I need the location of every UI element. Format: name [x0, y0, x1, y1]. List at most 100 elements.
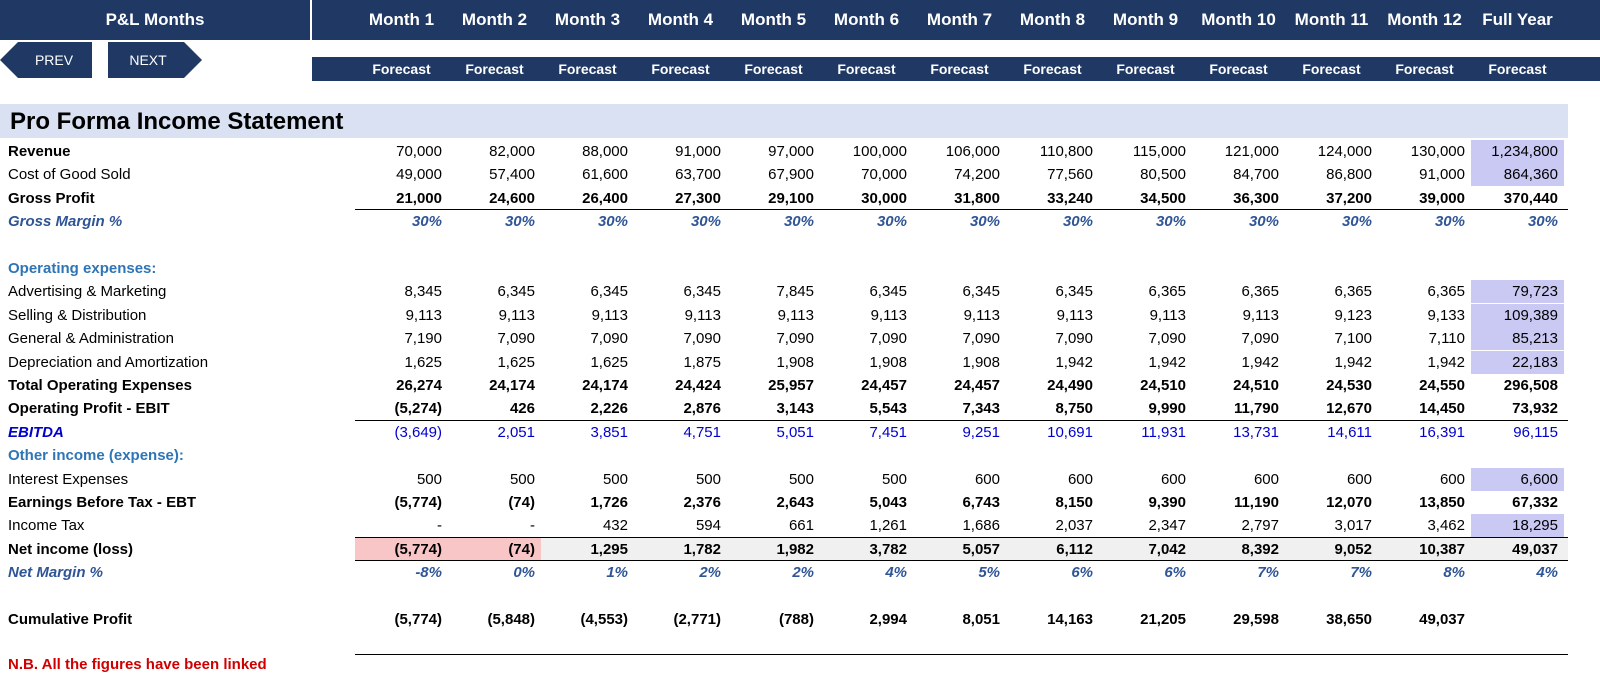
cell[interactable]: 1,686 [962, 517, 1000, 535]
cell[interactable]: 1,295 [590, 540, 628, 558]
cell[interactable]: 600 [974, 470, 1000, 488]
cell[interactable]: 500 [695, 470, 721, 488]
cell[interactable]: (5,774) [355, 537, 448, 561]
cell[interactable]: 49,037 [1419, 611, 1465, 628]
cell[interactable]: 30% [504, 213, 535, 231]
cell[interactable]: 600 [1160, 470, 1186, 488]
cell[interactable]: 1,942 [1148, 353, 1186, 371]
cell[interactable]: 3,143 [776, 400, 814, 418]
cell[interactable]: 6,743 [962, 494, 1000, 511]
cell[interactable]: 5,051 [776, 423, 814, 441]
cell[interactable]: 30% [876, 213, 907, 231]
cell[interactable]: 16,391 [1419, 423, 1465, 441]
cell[interactable]: 9,133 [1427, 306, 1465, 324]
cell[interactable]: 30% [1527, 213, 1558, 231]
prev-button[interactable]: PREV [0, 42, 92, 78]
cell[interactable]: 6,345 [590, 283, 628, 301]
cell[interactable]: 67,332 [1512, 494, 1558, 511]
cell[interactable]: 30% [1341, 213, 1372, 231]
cell[interactable]: 26,400 [582, 189, 628, 207]
cell[interactable]: (5,774) [394, 494, 442, 511]
cell[interactable]: 24,174 [489, 377, 535, 394]
cell[interactable]: 30% [783, 213, 814, 231]
cell[interactable]: 1,261 [869, 517, 907, 535]
cell[interactable]: 5,043 [869, 494, 907, 511]
cell[interactable]: 1,625 [404, 353, 442, 371]
cell[interactable]: 67,900 [768, 166, 814, 184]
cell[interactable]: 57,400 [489, 166, 535, 184]
cell[interactable]: 7,090 [1055, 330, 1093, 348]
cell[interactable]: (3,649) [394, 423, 442, 441]
cell[interactable]: 30% [969, 213, 1000, 231]
cell[interactable]: 18,295 [1471, 514, 1564, 538]
cell[interactable]: 85,213 [1471, 327, 1564, 351]
cell[interactable]: 9,113 [777, 306, 814, 324]
cell[interactable]: 9,113 [1056, 306, 1093, 324]
cell[interactable]: 121,000 [1224, 143, 1279, 160]
cell[interactable]: 7,042 [1148, 540, 1186, 558]
cell[interactable]: 1,942 [1427, 353, 1465, 371]
cell[interactable]: 110,800 [1039, 143, 1093, 160]
cell[interactable]: 88,000 [582, 143, 628, 160]
cell[interactable]: 70,000 [396, 143, 442, 160]
cell[interactable]: 8,051 [962, 611, 1000, 628]
cell[interactable]: 7,090 [869, 330, 907, 348]
cell[interactable]: 8,392 [1241, 540, 1279, 558]
cell[interactable]: 124,000 [1317, 143, 1372, 160]
cell[interactable]: 7% [1350, 564, 1372, 582]
cell[interactable]: 6,345 [497, 283, 535, 301]
cell[interactable]: 6,365 [1427, 283, 1465, 301]
cell[interactable]: 864,360 [1471, 163, 1564, 187]
cell[interactable]: 91,000 [675, 143, 721, 160]
cell[interactable]: 24,510 [1233, 377, 1279, 394]
cell[interactable]: (74) [508, 494, 535, 511]
cell[interactable]: (5,774) [394, 611, 442, 628]
cell[interactable]: 6% [1164, 564, 1186, 582]
cell[interactable]: 7,090 [776, 330, 814, 348]
cell[interactable]: 5% [978, 564, 1000, 582]
cell[interactable]: 30% [690, 213, 721, 231]
cell[interactable]: 80,500 [1140, 166, 1186, 184]
cell[interactable]: 86,800 [1326, 166, 1372, 184]
cell[interactable]: 25,957 [768, 377, 814, 394]
cell[interactable]: 24,457 [954, 377, 1000, 394]
cell[interactable]: (74) [448, 537, 541, 561]
cell[interactable]: 109,389 [1471, 303, 1564, 327]
cell[interactable]: 96,115 [1513, 423, 1558, 441]
cell[interactable]: 1,782 [683, 540, 721, 558]
cell[interactable] [1471, 608, 1564, 631]
cell[interactable]: 9,052 [1334, 540, 1372, 558]
cell[interactable]: 33,240 [1047, 189, 1093, 207]
cell[interactable]: 5,057 [962, 540, 1000, 558]
cell[interactable]: - [437, 517, 442, 535]
cell[interactable]: 74,200 [954, 166, 1000, 184]
cell[interactable]: 14,450 [1419, 400, 1465, 418]
cell[interactable]: 12,670 [1326, 400, 1372, 418]
cell[interactable]: 500 [881, 470, 907, 488]
cell[interactable]: 7,090 [590, 330, 628, 348]
cell[interactable]: 34,500 [1140, 189, 1186, 207]
cell[interactable]: 600 [1439, 470, 1465, 488]
cell[interactable]: 7,090 [1241, 330, 1279, 348]
cell[interactable]: 14,611 [1327, 423, 1372, 441]
cell[interactable]: 130,000 [1410, 143, 1465, 160]
cell[interactable]: 600 [1253, 470, 1279, 488]
cell[interactable]: 7,190 [404, 330, 442, 348]
cell[interactable]: 1,625 [497, 353, 535, 371]
cell[interactable]: 9,123 [1334, 306, 1372, 324]
cell[interactable]: 1,908 [869, 353, 907, 371]
cell[interactable]: 661 [788, 517, 814, 535]
cell[interactable]: 11,190 [1233, 494, 1279, 511]
cell[interactable]: 24,600 [489, 189, 535, 207]
cell[interactable]: 2,994 [869, 611, 907, 628]
cell[interactable]: 61,600 [582, 166, 628, 184]
cell[interactable]: 8% [1443, 564, 1465, 582]
cell[interactable]: (2,771) [673, 611, 721, 628]
cell[interactable]: 8,150 [1055, 494, 1093, 511]
cell[interactable]: 7,090 [683, 330, 721, 348]
cell[interactable]: 0% [513, 564, 535, 582]
cell[interactable]: 9,113 [870, 306, 907, 324]
cell[interactable]: 5,543 [869, 400, 907, 418]
cell[interactable]: 600 [1346, 470, 1372, 488]
cell[interactable]: 1,908 [776, 353, 814, 371]
